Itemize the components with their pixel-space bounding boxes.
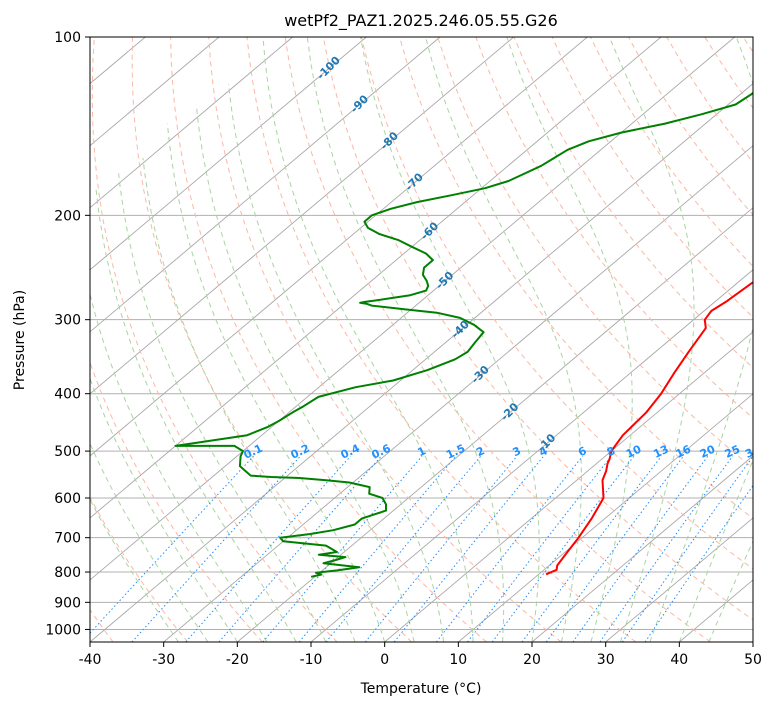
- moist-adiabat-line: [708, 539, 753, 642]
- dry-adiabat-line: [399, 37, 753, 520]
- x-tick-label: 30: [597, 652, 615, 668]
- mixing-ratio-line: [436, 455, 583, 642]
- plot-frame: [89, 36, 754, 643]
- plot-area: -100-90-80-70-60-50-40-30-20-10 0.1 0.2 0.…: [90, 37, 763, 642]
- mixing-ratio-line: [262, 455, 423, 642]
- mixing-ratio-line: [621, 455, 753, 642]
- x-tick-label: -30: [152, 652, 175, 668]
- isotherm-line: [90, 37, 735, 581]
- mixing-ratio-label: 13: [651, 443, 670, 461]
- moist-adiabat-line: [678, 458, 753, 642]
- moist-adiabat-line: [90, 376, 238, 642]
- mixing-ratio-line: [599, 455, 734, 642]
- moist-adiabat-line: [95, 188, 297, 642]
- y-tick-label: 200: [54, 208, 81, 224]
- isotherm-line: [90, 37, 662, 519]
- mixing-ratio-label: 20: [698, 442, 718, 460]
- dry-adiabat-line: [246, 37, 637, 642]
- profile-lines: [174, 91, 753, 578]
- mixing-ratio-line: [572, 455, 709, 642]
- mixing-ratio-label: 16: [674, 442, 694, 460]
- dry-adiabat-lines: [90, 37, 753, 642]
- moist-adiabat-lines: [90, 37, 753, 642]
- y-tick-label: 700: [54, 531, 81, 547]
- x-tick-label: 10: [449, 652, 467, 668]
- chart-title: wetPf2_PAZ1.2025.246.05.55.G26: [284, 11, 558, 31]
- moist-adiabat-line: [166, 123, 386, 642]
- temperature-profile-line: [545, 281, 753, 576]
- dry-adiabat-line: [170, 37, 487, 642]
- mixing-ratio-label: 25: [723, 443, 742, 461]
- x-tick-label: 40: [670, 652, 688, 668]
- moist-adiabat-line: [228, 83, 445, 642]
- isotherm-line: [90, 83, 753, 642]
- x-tick-label: 50: [744, 652, 762, 668]
- isotherm-lines: [90, 37, 753, 642]
- mixing-ratio-label: 30: [743, 442, 763, 460]
- mixing-ratio-line: [644, 484, 753, 642]
- x-tick-label: -40: [79, 652, 102, 668]
- moist-adiabat-line: [142, 157, 356, 642]
- y-tick-label: 1000: [45, 622, 81, 638]
- mixing-ratio-line: [521, 455, 662, 642]
- isotherm-line: [531, 455, 753, 642]
- dry-adiabat-line: [90, 360, 263, 642]
- x-axis-label: Temperature (°C): [360, 681, 482, 697]
- mixing-ratio-line: [298, 455, 457, 642]
- isotherm-line: [384, 331, 753, 642]
- y-tick-label: 500: [54, 444, 81, 460]
- isotherm-line: [605, 517, 753, 642]
- mixing-ratio-line: [491, 455, 635, 642]
- x-tick-label: 20: [523, 652, 541, 668]
- y-tick-label: 400: [54, 387, 81, 403]
- y-tick-label: 100: [54, 30, 81, 46]
- moist-adiabat-line: [360, 37, 540, 642]
- y-tick-label: 800: [54, 565, 81, 581]
- isotherm-line: [237, 207, 753, 642]
- dewpoint-profile-line: [174, 91, 753, 578]
- dry-adiabat-line: [208, 37, 562, 642]
- isotherm-line: [90, 37, 514, 395]
- mixing-ratio-line: [185, 455, 351, 642]
- moist-adiabat-line: [608, 37, 695, 642]
- x-tick-label: -20: [226, 652, 249, 668]
- x-tick-label: -10: [300, 652, 323, 668]
- moist-adiabat-line: [118, 173, 327, 642]
- dry-adiabat-line: [131, 37, 413, 642]
- mixing-ratio-lines: [90, 455, 753, 642]
- dry-adiabat-line: [513, 37, 753, 369]
- x-axis-ticks: -40 -30 -20 -10 0 10 20 30 40 50: [79, 642, 762, 668]
- y-tick-label: 900: [54, 595, 81, 611]
- mixing-ratio-label: 10: [624, 442, 644, 460]
- pressure-gridlines: [90, 37, 753, 630]
- isotherm-line: [90, 37, 441, 333]
- isotherm-line: [90, 37, 367, 271]
- dry-adiabat-line: [91, 37, 338, 642]
- mixing-ratio-line: [218, 455, 382, 642]
- y-axis-label: Pressure (hPa): [12, 290, 28, 390]
- moist-adiabat-line: [90, 498, 179, 642]
- dry-adiabat-line: [322, 37, 753, 621]
- mixing-ratio-line: [545, 455, 684, 642]
- isotherm-line: [90, 37, 293, 209]
- moist-adiabat-line: [425, 37, 582, 642]
- isotherm-line: [90, 37, 220, 147]
- dry-adiabat-line: [551, 37, 753, 319]
- y-axis-ticks: 100 200 300 400 500 600 700 800 900 1000: [45, 30, 90, 638]
- y-tick-label: 600: [54, 491, 81, 507]
- mixing-ratio-line: [467, 455, 612, 642]
- y-tick-label: 300: [54, 313, 81, 329]
- moist-adiabat-line: [649, 37, 753, 642]
- x-tick-label: 0: [380, 652, 389, 668]
- moist-adiabat-line: [306, 37, 505, 642]
- mixing-ratio-line: [393, 455, 544, 642]
- isotherm-line: [90, 37, 588, 457]
